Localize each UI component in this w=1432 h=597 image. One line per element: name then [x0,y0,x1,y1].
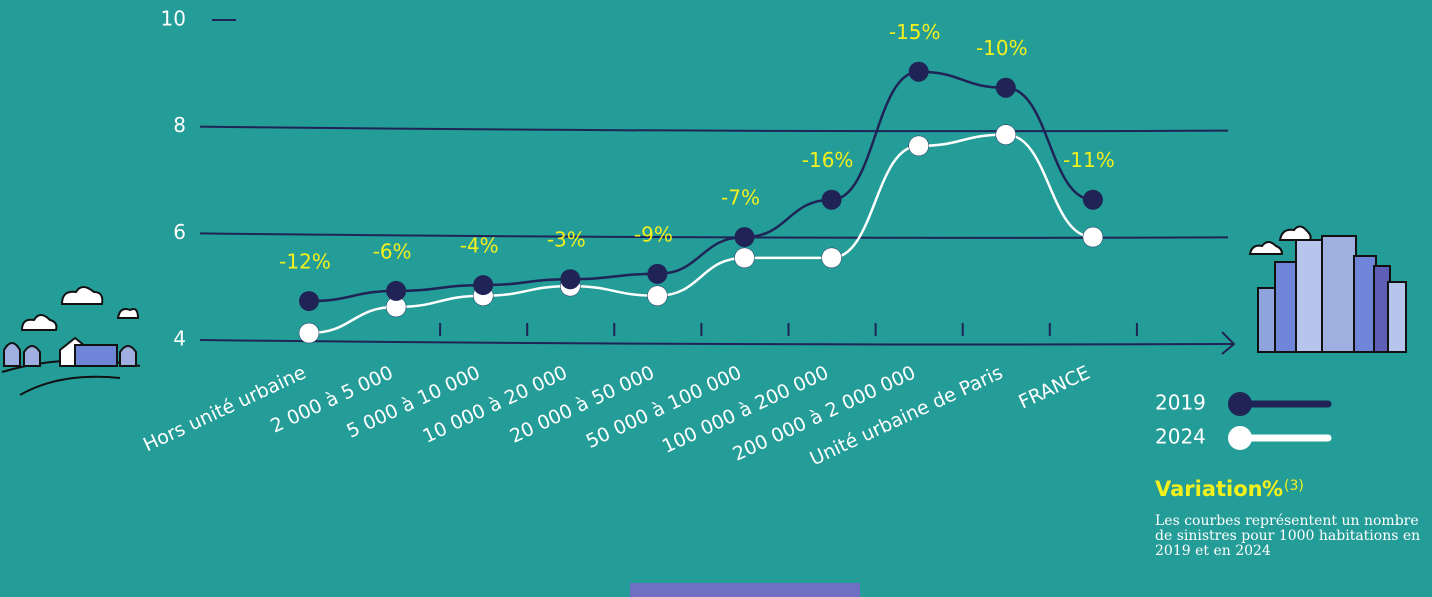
legend-dot [1228,426,1252,450]
grid-line [199,125,1229,133]
data-point [995,77,1016,98]
x-tick-label: FRANCE [1015,362,1093,414]
decor-band [630,583,860,597]
series-line [308,133,1093,335]
data-point [298,322,320,344]
x-tick-label: 10 000 à 20 000 [419,362,570,448]
legend-label: 2024 [1155,425,1206,449]
variation-label: -16% [802,148,854,172]
legend-dot [1228,392,1252,416]
variation-label: -10% [976,36,1028,60]
data-point [821,189,842,210]
series-line [308,70,1093,303]
y-tick-label: 6 [173,220,186,244]
data-point [386,280,407,301]
data-point [473,275,494,296]
data-point [1082,226,1104,248]
y-tick-label: 10 [161,7,186,31]
data-point [299,291,319,312]
variation-symbol: % [1262,477,1283,501]
note: Les courbes représentent un nombre de si… [1155,513,1421,559]
data-point [560,269,581,290]
grid-line [199,232,1229,239]
village-icon [1,286,141,396]
variation-label: -7% [721,186,760,210]
grid-line [199,339,1229,346]
data-point [995,124,1017,145]
x-tick-label: 20 000 à 50 000 [507,362,658,448]
x-axis-arrow [1221,331,1236,355]
variation-title: Variation [1155,477,1263,501]
variation-label: -3% [547,228,586,252]
city-icon [1248,225,1407,353]
data-point [908,61,929,82]
data-point [734,247,755,269]
data-point [647,263,668,284]
y-tick-label: 4 [173,327,186,351]
variation-label: -15% [889,20,941,44]
variation-label: -4% [460,234,499,258]
variation-ref: (3) [1284,478,1304,494]
y-tick-label: 8 [173,113,186,137]
data-point [647,285,668,306]
legend-label: 2019 [1155,391,1206,415]
variation-label: -12% [279,250,331,274]
variation-label: -9% [634,222,673,246]
data-point [821,247,842,269]
data-point [908,135,929,157]
data-point [1082,189,1103,210]
variation-label: -11% [1063,148,1115,172]
variation-label: -6% [373,239,412,263]
data-point [734,227,755,248]
